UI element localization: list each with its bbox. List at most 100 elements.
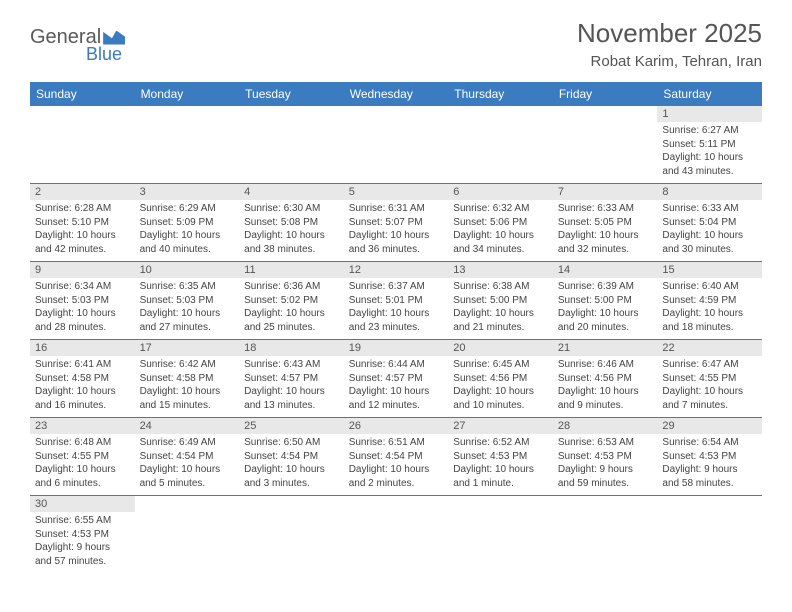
day-cell — [448, 122, 553, 183]
day-cell: Sunrise: 6:38 AMSunset: 5:00 PMDaylight:… — [448, 278, 553, 339]
day-number: 24 — [135, 418, 240, 434]
sunset-text: Sunset: 5:03 PM — [35, 294, 131, 308]
day-number — [553, 106, 658, 122]
sunrise-text: Sunrise: 6:41 AM — [35, 358, 131, 372]
daylight-text: Daylight: 10 hours — [558, 307, 654, 321]
daylight-text: and 58 minutes. — [662, 477, 758, 491]
daylight-text: and 3 minutes. — [244, 477, 340, 491]
sunrise-text: Sunrise: 6:35 AM — [140, 280, 236, 294]
day-number — [135, 496, 240, 512]
flag-icon — [103, 31, 125, 45]
day-cell: Sunrise: 6:49 AMSunset: 4:54 PMDaylight:… — [135, 434, 240, 495]
daylight-text: and 23 minutes. — [349, 321, 445, 335]
daylight-text: Daylight: 10 hours — [662, 151, 758, 165]
day-cell: Sunrise: 6:31 AMSunset: 5:07 PMDaylight:… — [344, 200, 449, 261]
daylight-text: Daylight: 10 hours — [453, 385, 549, 399]
weeks-container: 1Sunrise: 6:27 AMSunset: 5:11 PMDaylight… — [30, 106, 762, 573]
day-number — [344, 106, 449, 122]
day-number: 20 — [448, 340, 553, 356]
day-header: Tuesday — [239, 82, 344, 106]
day-number: 17 — [135, 340, 240, 356]
day-number: 14 — [553, 262, 658, 278]
daylight-text: and 20 minutes. — [558, 321, 654, 335]
sunrise-text: Sunrise: 6:47 AM — [662, 358, 758, 372]
day-number: 26 — [344, 418, 449, 434]
daylight-text: and 25 minutes. — [244, 321, 340, 335]
daylight-text: and 15 minutes. — [140, 399, 236, 413]
daylight-text: Daylight: 10 hours — [662, 385, 758, 399]
daylight-text: and 10 minutes. — [453, 399, 549, 413]
content-row: Sunrise: 6:28 AMSunset: 5:10 PMDaylight:… — [30, 200, 762, 261]
day-cell: Sunrise: 6:37 AMSunset: 5:01 PMDaylight:… — [344, 278, 449, 339]
day-cell: Sunrise: 6:47 AMSunset: 4:55 PMDaylight:… — [657, 356, 762, 417]
daylight-text: Daylight: 10 hours — [35, 385, 131, 399]
daynum-row: 30 — [30, 496, 762, 512]
day-number: 8 — [657, 184, 762, 200]
day-number: 29 — [657, 418, 762, 434]
day-cell: Sunrise: 6:30 AMSunset: 5:08 PMDaylight:… — [239, 200, 344, 261]
day-cell: Sunrise: 6:42 AMSunset: 4:58 PMDaylight:… — [135, 356, 240, 417]
daylight-text: Daylight: 10 hours — [558, 385, 654, 399]
day-cell — [553, 512, 658, 573]
calendar: Sunday Monday Tuesday Wednesday Thursday… — [30, 82, 762, 573]
day-number: 23 — [30, 418, 135, 434]
daylight-text: Daylight: 10 hours — [35, 307, 131, 321]
sunrise-text: Sunrise: 6:32 AM — [453, 202, 549, 216]
logo-text-2: Blue — [86, 44, 122, 65]
daylight-text: Daylight: 10 hours — [453, 463, 549, 477]
daylight-text: and 13 minutes. — [244, 399, 340, 413]
sunrise-text: Sunrise: 6:38 AM — [453, 280, 549, 294]
sunset-text: Sunset: 5:09 PM — [140, 216, 236, 230]
daylight-text: Daylight: 10 hours — [349, 463, 445, 477]
day-number — [239, 496, 344, 512]
daylight-text: and 30 minutes. — [662, 243, 758, 257]
sunrise-text: Sunrise: 6:52 AM — [453, 436, 549, 450]
day-number: 30 — [30, 496, 135, 512]
day-number: 28 — [553, 418, 658, 434]
day-number: 4 — [239, 184, 344, 200]
day-number: 10 — [135, 262, 240, 278]
sunrise-text: Sunrise: 6:50 AM — [244, 436, 340, 450]
day-cell — [239, 512, 344, 573]
location: Robat Karim, Tehran, Iran — [577, 53, 762, 70]
sunset-text: Sunset: 5:01 PM — [349, 294, 445, 308]
daylight-text: Daylight: 10 hours — [662, 307, 758, 321]
sunrise-text: Sunrise: 6:44 AM — [349, 358, 445, 372]
daylight-text: and 57 minutes. — [35, 555, 131, 569]
sunrise-text: Sunrise: 6:37 AM — [349, 280, 445, 294]
daylight-text: and 16 minutes. — [35, 399, 131, 413]
day-cell: Sunrise: 6:33 AMSunset: 5:04 PMDaylight:… — [657, 200, 762, 261]
sunrise-text: Sunrise: 6:36 AM — [244, 280, 340, 294]
daynum-row: 16171819202122 — [30, 340, 762, 356]
daylight-text: and 12 minutes. — [349, 399, 445, 413]
sunset-text: Sunset: 4:56 PM — [558, 372, 654, 386]
day-number — [135, 106, 240, 122]
sunrise-text: Sunrise: 6:43 AM — [244, 358, 340, 372]
day-cell: Sunrise: 6:34 AMSunset: 5:03 PMDaylight:… — [30, 278, 135, 339]
sunrise-text: Sunrise: 6:53 AM — [558, 436, 654, 450]
day-number: 1 — [657, 106, 762, 122]
sunset-text: Sunset: 4:57 PM — [349, 372, 445, 386]
daylight-text: and 36 minutes. — [349, 243, 445, 257]
header-block: November 2025 Robat Karim, Tehran, Iran — [577, 18, 762, 70]
sunset-text: Sunset: 5:05 PM — [558, 216, 654, 230]
daylight-text: Daylight: 10 hours — [558, 229, 654, 243]
daynum-row: 1 — [30, 106, 762, 122]
sunrise-text: Sunrise: 6:49 AM — [140, 436, 236, 450]
day-number: 22 — [657, 340, 762, 356]
daynum-row: 23242526272829 — [30, 418, 762, 434]
daylight-text: and 7 minutes. — [662, 399, 758, 413]
sunset-text: Sunset: 4:53 PM — [662, 450, 758, 464]
daylight-text: and 42 minutes. — [35, 243, 131, 257]
sunrise-text: Sunrise: 6:42 AM — [140, 358, 236, 372]
sunrise-text: Sunrise: 6:30 AM — [244, 202, 340, 216]
daylight-text: Daylight: 10 hours — [244, 385, 340, 399]
daylight-text: Daylight: 10 hours — [244, 463, 340, 477]
content-row: Sunrise: 6:48 AMSunset: 4:55 PMDaylight:… — [30, 434, 762, 495]
day-number: 18 — [239, 340, 344, 356]
day-cell: Sunrise: 6:45 AMSunset: 4:56 PMDaylight:… — [448, 356, 553, 417]
day-cell — [344, 122, 449, 183]
sunset-text: Sunset: 4:53 PM — [35, 528, 131, 542]
day-number — [553, 496, 658, 512]
day-header: Thursday — [448, 82, 553, 106]
